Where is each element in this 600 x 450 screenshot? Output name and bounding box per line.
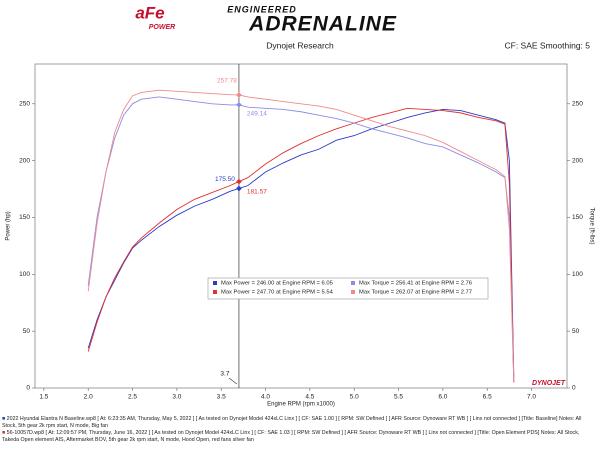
x-tick-label: 7.0 xyxy=(527,394,536,401)
y-tick-label: 100 xyxy=(19,271,30,278)
y2-tick-label: 150 xyxy=(572,214,583,221)
watermark: DYNOJET xyxy=(532,380,566,387)
series-line xyxy=(87,107,515,383)
cursor-pointer xyxy=(228,377,238,385)
logo-text: aFe xyxy=(135,3,164,22)
x-tick-label: 4.0 xyxy=(261,394,270,401)
y2-tick-label: 250 xyxy=(572,101,583,108)
legend-swatch xyxy=(351,281,355,285)
legend-label: Max Power = 247.70 at Engine RPM = 5.54 xyxy=(221,290,334,296)
y-tick-label: 0 xyxy=(26,385,30,392)
readout-label: 175.50 xyxy=(215,176,235,183)
x-tick-label: 6.5 xyxy=(483,394,492,401)
run-info: ■ 2022 Hyundai Elantra N Baseline.wp8 [ … xyxy=(2,416,594,429)
x-tick-label: 4.5 xyxy=(305,394,314,401)
run-text: 56-10057D.wp8 [ At: 12:09:57 PM, Thursda… xyxy=(2,430,580,443)
legend-label: Max Torque = 262.07 at Engine RPM = 2.77 xyxy=(359,290,472,296)
legend-label: Max Torque = 256.41 at Engine RPM = 2.76 xyxy=(359,281,472,287)
legend-swatch xyxy=(213,290,217,294)
x-tick-label: 2.0 xyxy=(84,394,93,401)
series-line xyxy=(87,96,515,383)
x-tick-label: 3.5 xyxy=(217,394,226,401)
y-tick-label: 250 xyxy=(19,101,30,108)
legend-label: Max Power = 246.00 at Engine RPM = 6.05 xyxy=(221,281,333,287)
legend-swatch xyxy=(351,290,355,294)
readout-marker xyxy=(236,101,242,108)
readout-label: 249.14 xyxy=(247,110,267,117)
y-tick-label: 50 xyxy=(23,328,31,335)
run-info: ■ 56-10057D.wp8 [ At: 12:09:57 PM, Thurs… xyxy=(2,430,594,443)
y-tick-label: 200 xyxy=(19,157,30,164)
x-tick-label: 5.0 xyxy=(350,394,359,401)
y2-tick-label: 0 xyxy=(572,385,576,392)
series-line xyxy=(87,89,515,383)
y-tick-label: 150 xyxy=(19,214,30,221)
run-marker: ■ xyxy=(2,430,7,436)
x-tick-label: 2.5 xyxy=(128,394,137,401)
run-text: 2022 Hyundai Elantra N Baseline.wp8 [ At… xyxy=(2,416,582,429)
logo-subtext: POWER xyxy=(149,24,175,31)
legend-box xyxy=(207,277,489,300)
y2-tick-label: 100 xyxy=(572,271,583,278)
y2-tick-label: 200 xyxy=(572,157,583,164)
run-marker: ■ xyxy=(2,416,7,422)
readout-marker xyxy=(236,185,242,192)
readout-label: 181.57 xyxy=(247,188,267,195)
readout-marker xyxy=(236,178,242,185)
y2-axis-label: Torque (ft-lbs) xyxy=(588,207,594,244)
y-axis-label: Power (hp) xyxy=(6,211,12,240)
x-tick-label: 1.5 xyxy=(39,394,48,401)
x-tick-label: 5.5 xyxy=(394,394,403,401)
brand-main: ADRENALINE xyxy=(248,13,397,36)
x-axis-label: Engine RPM (rpm x1000) xyxy=(267,402,335,408)
readout-label: 257.78 xyxy=(217,78,237,85)
chart-subtitle: CF: SAE Smoothing: 5 xyxy=(504,40,590,50)
readout-marker xyxy=(236,92,242,98)
x-tick-label: 3.0 xyxy=(172,394,181,401)
y2-tick-label: 50 xyxy=(572,328,580,335)
cursor-label: 3.7 xyxy=(220,371,229,378)
plot-frame xyxy=(34,63,568,389)
legend-swatch xyxy=(213,281,217,285)
chart: aFe POWER ENGINEERED ADRENALINE Dynojet … xyxy=(6,3,595,408)
chart-title: Dynojet Research xyxy=(266,40,334,50)
brand-top: ENGINEERED xyxy=(227,4,297,14)
series-line xyxy=(87,109,515,377)
x-tick-label: 6.0 xyxy=(438,394,447,401)
